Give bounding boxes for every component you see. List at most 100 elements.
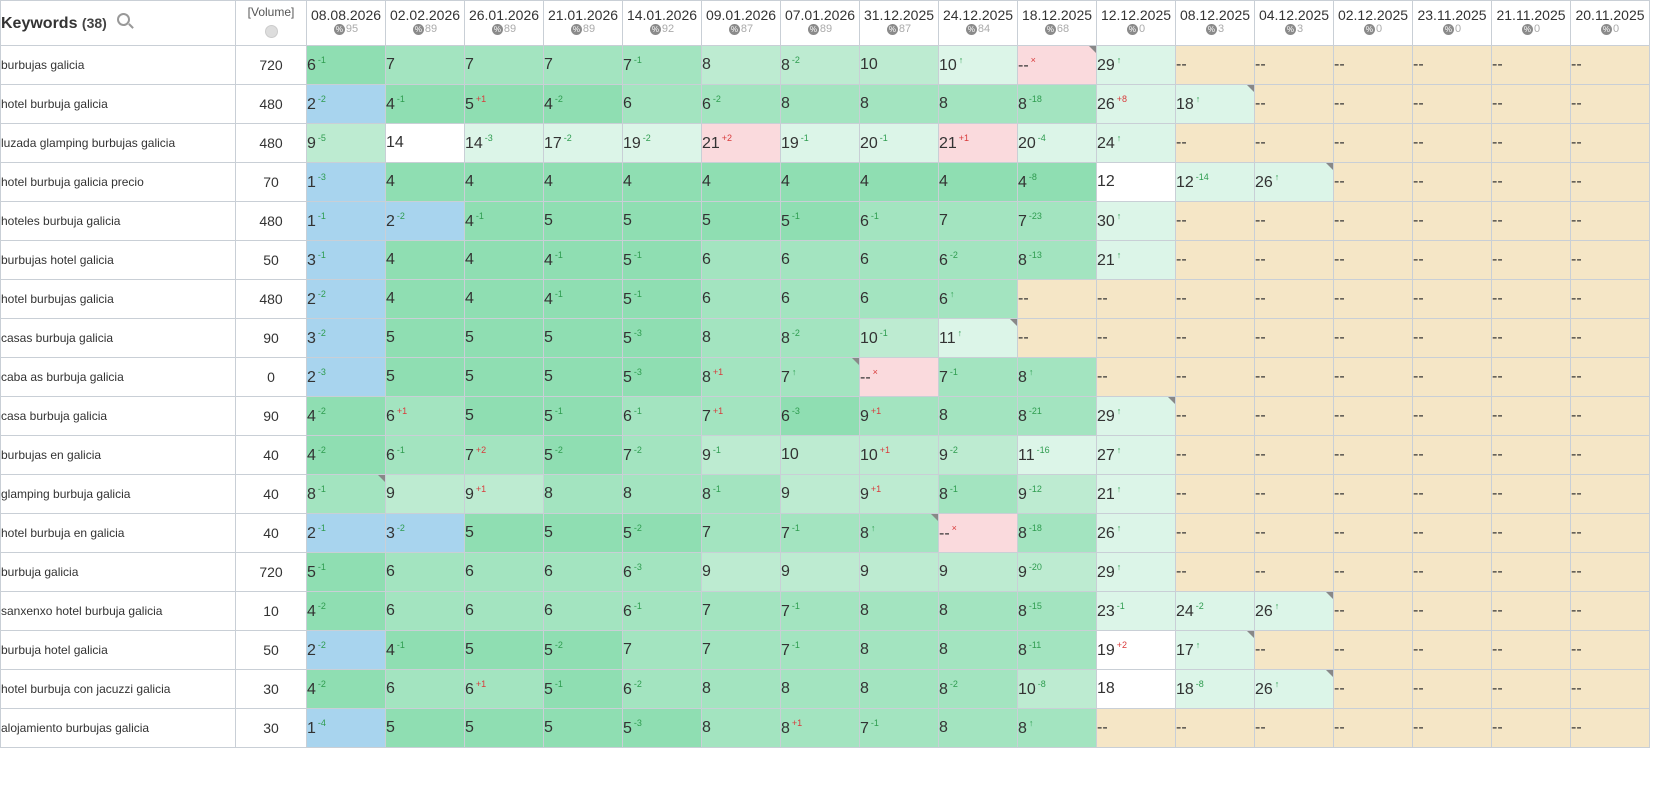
position-cell[interactable]: 4 -8 (1017, 162, 1097, 202)
position-cell[interactable]: 8 -18 (1017, 84, 1097, 124)
position-cell[interactable]: 5 (701, 201, 781, 241)
position-cell[interactable]: 7 -23 (1017, 201, 1097, 241)
position-cell[interactable]: -- (1412, 162, 1492, 202)
position-cell[interactable]: 6 -1 (385, 435, 465, 475)
position-cell[interactable]: 7 +2 (464, 435, 544, 475)
keyword-cell[interactable]: sanxenxo hotel burbuja galicia (0, 591, 236, 631)
position-cell[interactable]: 8 (938, 591, 1018, 631)
position-cell[interactable]: 18 ↑ (1175, 84, 1255, 124)
position-cell[interactable]: 12 (1096, 162, 1176, 202)
position-cell[interactable]: 9 (938, 552, 1018, 592)
table-row[interactable]: casas burbuja galicia 90 3 -2 5 5 5 5 -3 8 8 -2 10 -1… (0, 318, 1650, 358)
position-cell[interactable]: -- (1491, 435, 1571, 475)
position-cell[interactable]: 3 -2 (306, 318, 386, 358)
position-cell[interactable]: -- (1412, 513, 1492, 553)
position-cell[interactable]: -- (1333, 240, 1413, 280)
position-cell[interactable]: -- (1412, 279, 1492, 319)
position-cell[interactable]: -- (1096, 708, 1176, 748)
position-cell[interactable]: -- (1333, 123, 1413, 163)
position-cell[interactable]: 3 -2 (385, 513, 465, 553)
position-cell[interactable]: 18 (1096, 669, 1176, 709)
position-cell[interactable]: 8 (859, 84, 939, 124)
position-cell[interactable]: -- (1570, 474, 1650, 514)
position-cell[interactable]: 14 (385, 123, 465, 163)
position-cell[interactable]: 5 -1 (622, 240, 702, 280)
position-cell[interactable]: -- (1412, 435, 1492, 475)
position-cell[interactable]: 4 -2 (306, 669, 386, 709)
position-cell[interactable]: 6 (385, 591, 465, 631)
position-cell[interactable]: 4 (859, 162, 939, 202)
table-row[interactable]: caba as burbuja galicia 0 2 -3 5 5 5 5 -3 8 +1 7 ↑ --… (0, 357, 1650, 397)
position-cell[interactable]: -- (1254, 552, 1334, 592)
position-cell[interactable]: -- (1570, 552, 1650, 592)
position-cell[interactable]: 21 ↑ (1096, 474, 1176, 514)
position-cell[interactable]: -- (1491, 630, 1571, 670)
position-cell[interactable]: -- (1333, 396, 1413, 436)
date-column-header[interactable]: 02.02.2026% 89 (385, 0, 465, 46)
position-cell[interactable]: 10 -1 (859, 318, 939, 358)
position-cell[interactable]: -- (1175, 240, 1255, 280)
position-cell[interactable]: 10 (780, 435, 860, 475)
position-cell[interactable]: -- (1333, 45, 1413, 85)
position-cell[interactable]: 11 ↑ (938, 318, 1018, 358)
position-cell[interactable]: 1 -4 (306, 708, 386, 748)
position-cell[interactable]: 5 -3 (622, 708, 702, 748)
position-cell[interactable]: 7 (938, 201, 1018, 241)
position-cell[interactable]: -- (1096, 357, 1176, 397)
position-cell[interactable]: 6 (780, 240, 860, 280)
position-cell[interactable]: -- (1175, 123, 1255, 163)
position-cell[interactable]: 9 +1 (464, 474, 544, 514)
position-cell[interactable]: -- (1412, 630, 1492, 670)
position-cell[interactable]: -- × (1017, 45, 1097, 85)
position-cell[interactable]: 6 -3 (780, 396, 860, 436)
position-cell[interactable]: 21 ↑ (1096, 240, 1176, 280)
position-cell[interactable]: -- (1412, 357, 1492, 397)
keyword-cell[interactable]: burbuja galicia (0, 552, 236, 592)
position-cell[interactable]: -- (1491, 279, 1571, 319)
position-cell[interactable]: -- (1333, 201, 1413, 241)
keyword-cell[interactable]: hotel burbuja galicia precio (0, 162, 236, 202)
position-cell[interactable]: -- (1333, 435, 1413, 475)
date-column-header[interactable]: 08.12.2025% 3 (1175, 0, 1255, 46)
position-cell[interactable]: 8 ↑ (859, 513, 939, 553)
position-cell[interactable]: -- (1254, 45, 1334, 85)
position-cell[interactable]: 10 ↑ (938, 45, 1018, 85)
position-cell[interactable]: 7 -1 (780, 630, 860, 670)
position-cell[interactable]: -- (1570, 435, 1650, 475)
date-column-header[interactable]: 26.01.2026% 89 (464, 0, 544, 46)
position-cell[interactable]: -- (1570, 123, 1650, 163)
position-cell[interactable]: -- × (938, 513, 1018, 553)
position-cell[interactable]: 6 -1 (622, 396, 702, 436)
position-cell[interactable]: 8 (859, 630, 939, 670)
position-cell[interactable]: 4 (385, 240, 465, 280)
keyword-cell[interactable]: hotel burbujas galicia (0, 279, 236, 319)
position-cell[interactable]: -- (1254, 123, 1334, 163)
position-cell[interactable]: 10 -8 (1017, 669, 1097, 709)
position-cell[interactable]: 6 -1 (306, 45, 386, 85)
date-column-header[interactable]: 04.12.2025% 3 (1254, 0, 1334, 46)
keyword-cell[interactable]: burbuja hotel galicia (0, 630, 236, 670)
position-cell[interactable]: -- (1333, 513, 1413, 553)
position-cell[interactable]: -- (1412, 45, 1492, 85)
position-cell[interactable]: 8 +1 (701, 357, 781, 397)
position-cell[interactable]: 6 (464, 552, 544, 592)
position-cell[interactable]: 17 -2 (543, 123, 623, 163)
position-cell[interactable]: -- (1491, 552, 1571, 592)
position-cell[interactable]: 5 (385, 357, 465, 397)
position-cell[interactable]: -- (1412, 318, 1492, 358)
position-cell[interactable]: 4 -2 (306, 396, 386, 436)
position-cell[interactable]: -- (1570, 318, 1650, 358)
table-row[interactable]: burbuja galicia 720 5 -1 6 6 6 6 -3 9 9 9 9 9 -20 29 ↑ --… (0, 552, 1650, 592)
position-cell[interactable]: 5 (543, 318, 623, 358)
position-cell[interactable]: -- (1412, 708, 1492, 748)
position-cell[interactable]: 20 -1 (859, 123, 939, 163)
position-cell[interactable]: 5 (385, 318, 465, 358)
position-cell[interactable]: 7 (622, 630, 702, 670)
keywords-header[interactable]: Keywords (38) (0, 0, 236, 46)
position-cell[interactable]: 4 -1 (385, 630, 465, 670)
position-cell[interactable]: -- (1412, 84, 1492, 124)
position-cell[interactable]: 5 -2 (543, 435, 623, 475)
position-cell[interactable]: 7 -1 (780, 591, 860, 631)
position-cell[interactable]: -- (1254, 513, 1334, 553)
position-cell[interactable]: -- (1175, 318, 1255, 358)
